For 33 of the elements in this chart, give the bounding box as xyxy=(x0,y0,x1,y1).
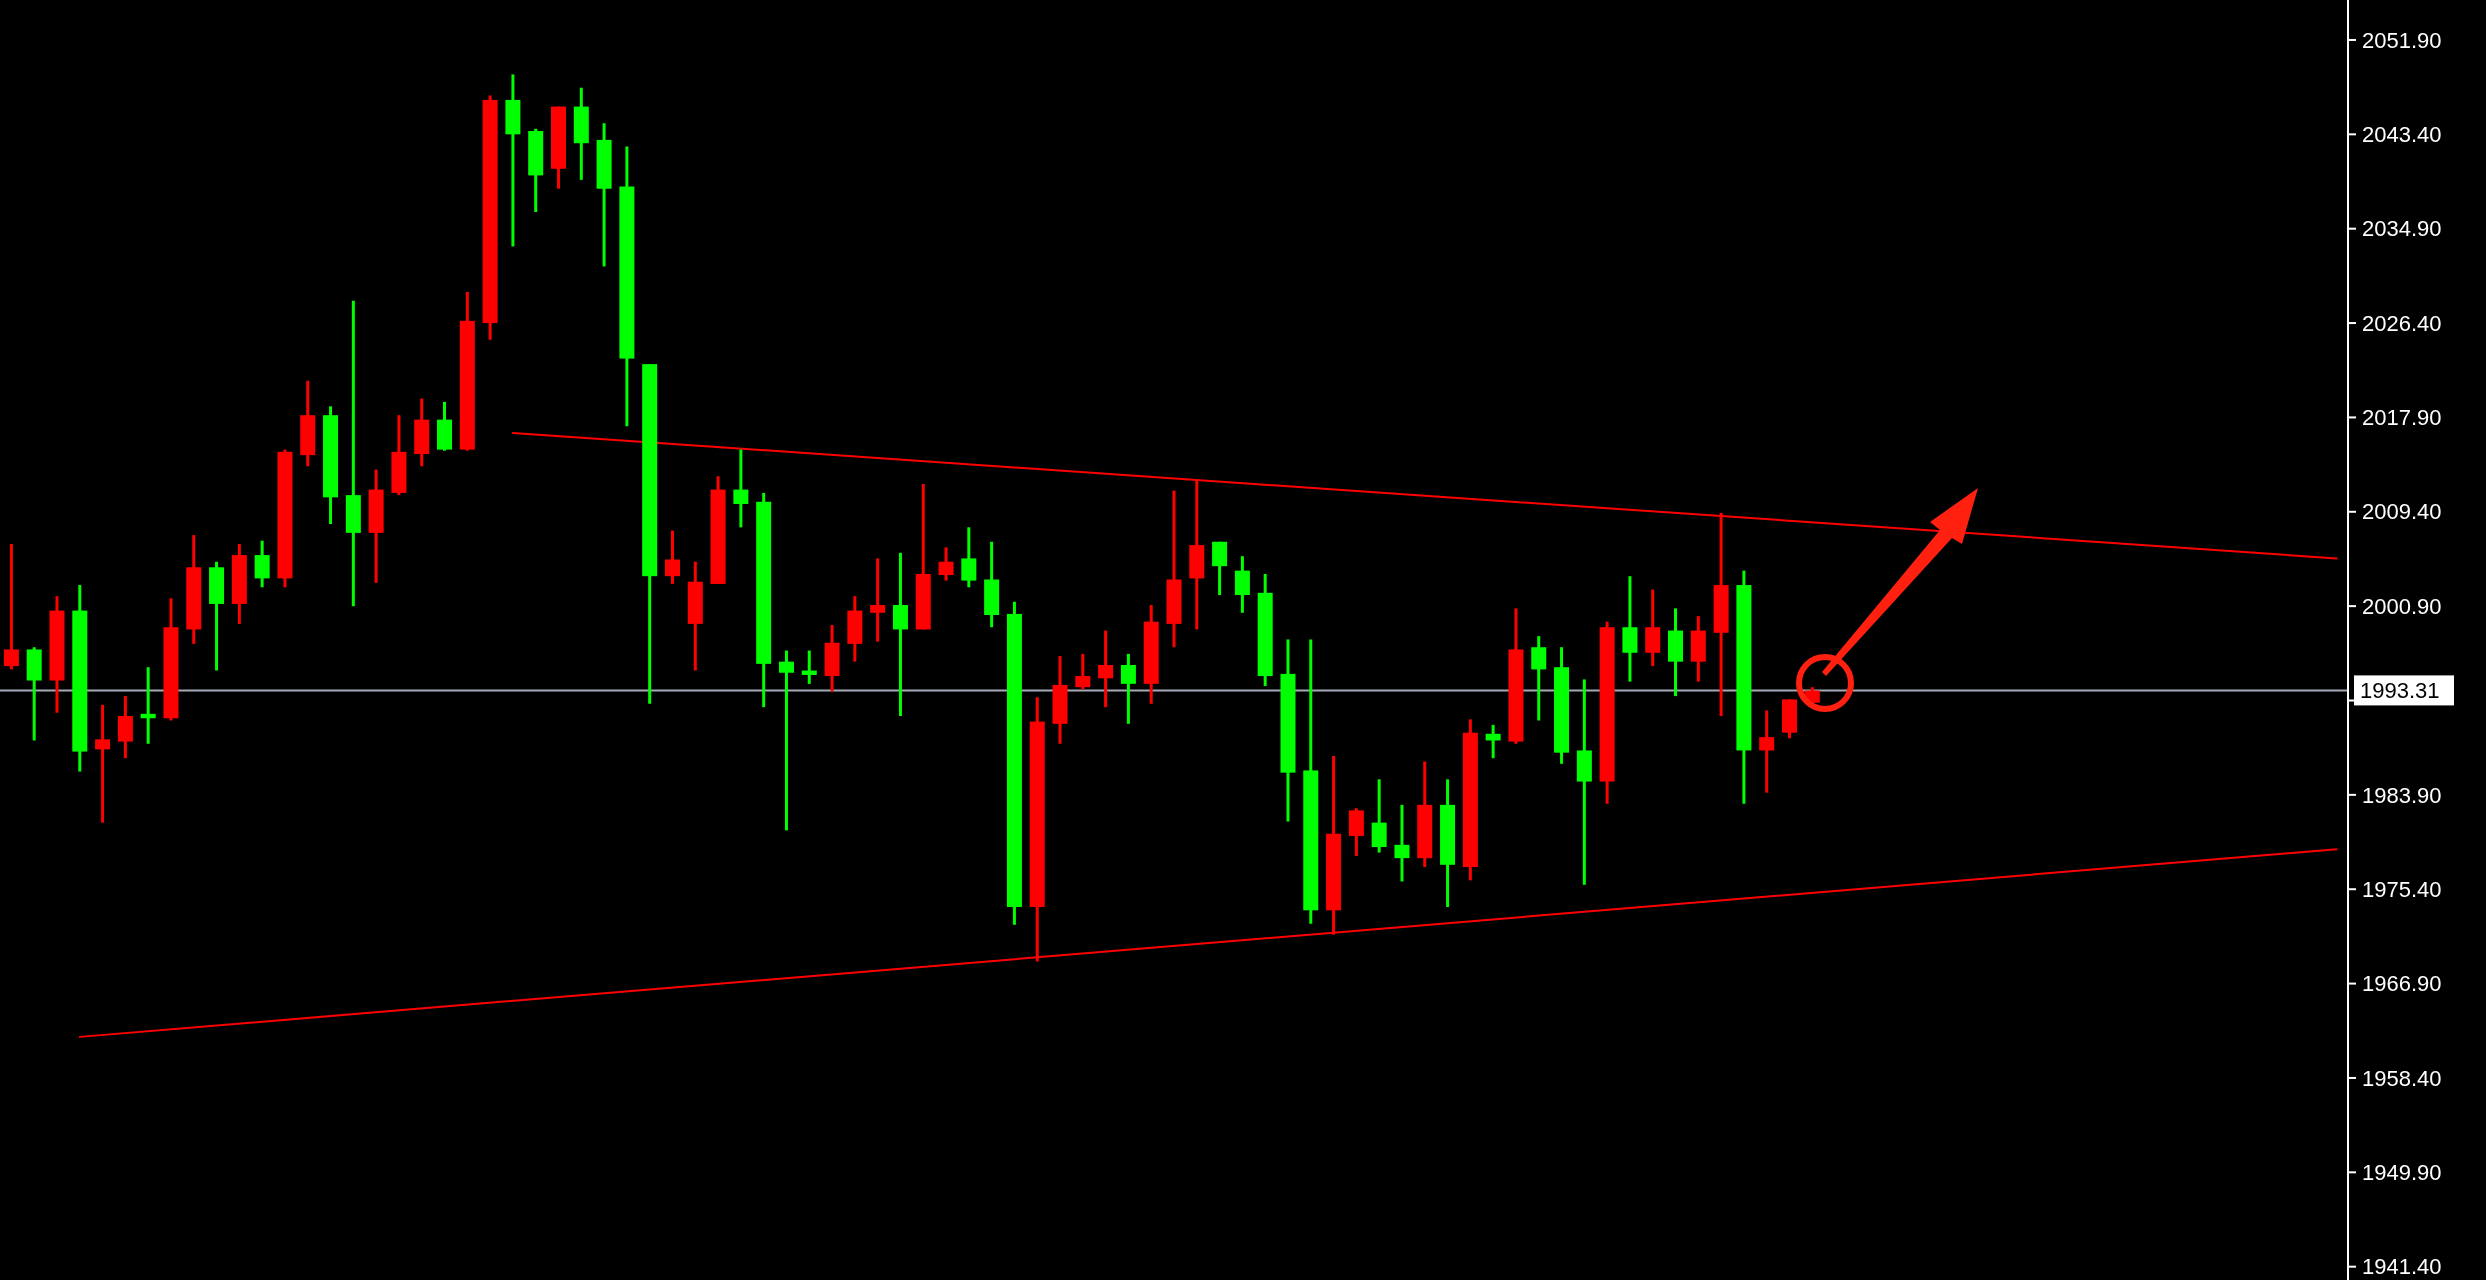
ref-line-label: 1993.31 xyxy=(2360,678,2440,704)
candlestick xyxy=(1485,723,1501,760)
candlestick xyxy=(664,530,680,584)
candlestick xyxy=(1098,630,1114,709)
candlestick xyxy=(870,558,886,642)
y-tick-label: 2017.90 xyxy=(2362,405,2442,431)
candlestick xyxy=(345,299,361,608)
candlestick xyxy=(1531,636,1547,721)
candlestick xyxy=(3,543,19,670)
y-tick-label: 1966.90 xyxy=(2362,971,2442,997)
y-tick-label: 1983.90 xyxy=(2362,782,2442,808)
candlestick xyxy=(1759,710,1775,793)
y-tick-label: 2009.40 xyxy=(2362,499,2442,525)
candlestick xyxy=(1394,803,1410,882)
candlestick xyxy=(254,540,270,588)
candlestick xyxy=(95,703,111,823)
y-tick-label: 2026.40 xyxy=(2362,310,2442,336)
candlestick xyxy=(778,650,794,831)
candlestick xyxy=(1120,652,1136,724)
y-tick-label: 2000.90 xyxy=(2362,593,2442,619)
candlestick xyxy=(961,527,977,588)
candlestick xyxy=(140,667,156,744)
candlestick xyxy=(938,547,954,581)
y-tick-label: 1941.40 xyxy=(2362,1254,2442,1280)
y-tick-label: 1958.40 xyxy=(2362,1065,2442,1091)
y-tick-label: 2034.90 xyxy=(2362,216,2442,242)
y-tick-label: 1975.40 xyxy=(2362,876,2442,902)
candlestick xyxy=(733,449,749,528)
candlestick xyxy=(1075,652,1091,690)
candlestick xyxy=(801,650,817,684)
y-tick-label: 2043.40 xyxy=(2362,122,2442,148)
y-tick-label: 1949.90 xyxy=(2362,1160,2442,1186)
y-tick-label: 2051.90 xyxy=(2362,27,2442,53)
